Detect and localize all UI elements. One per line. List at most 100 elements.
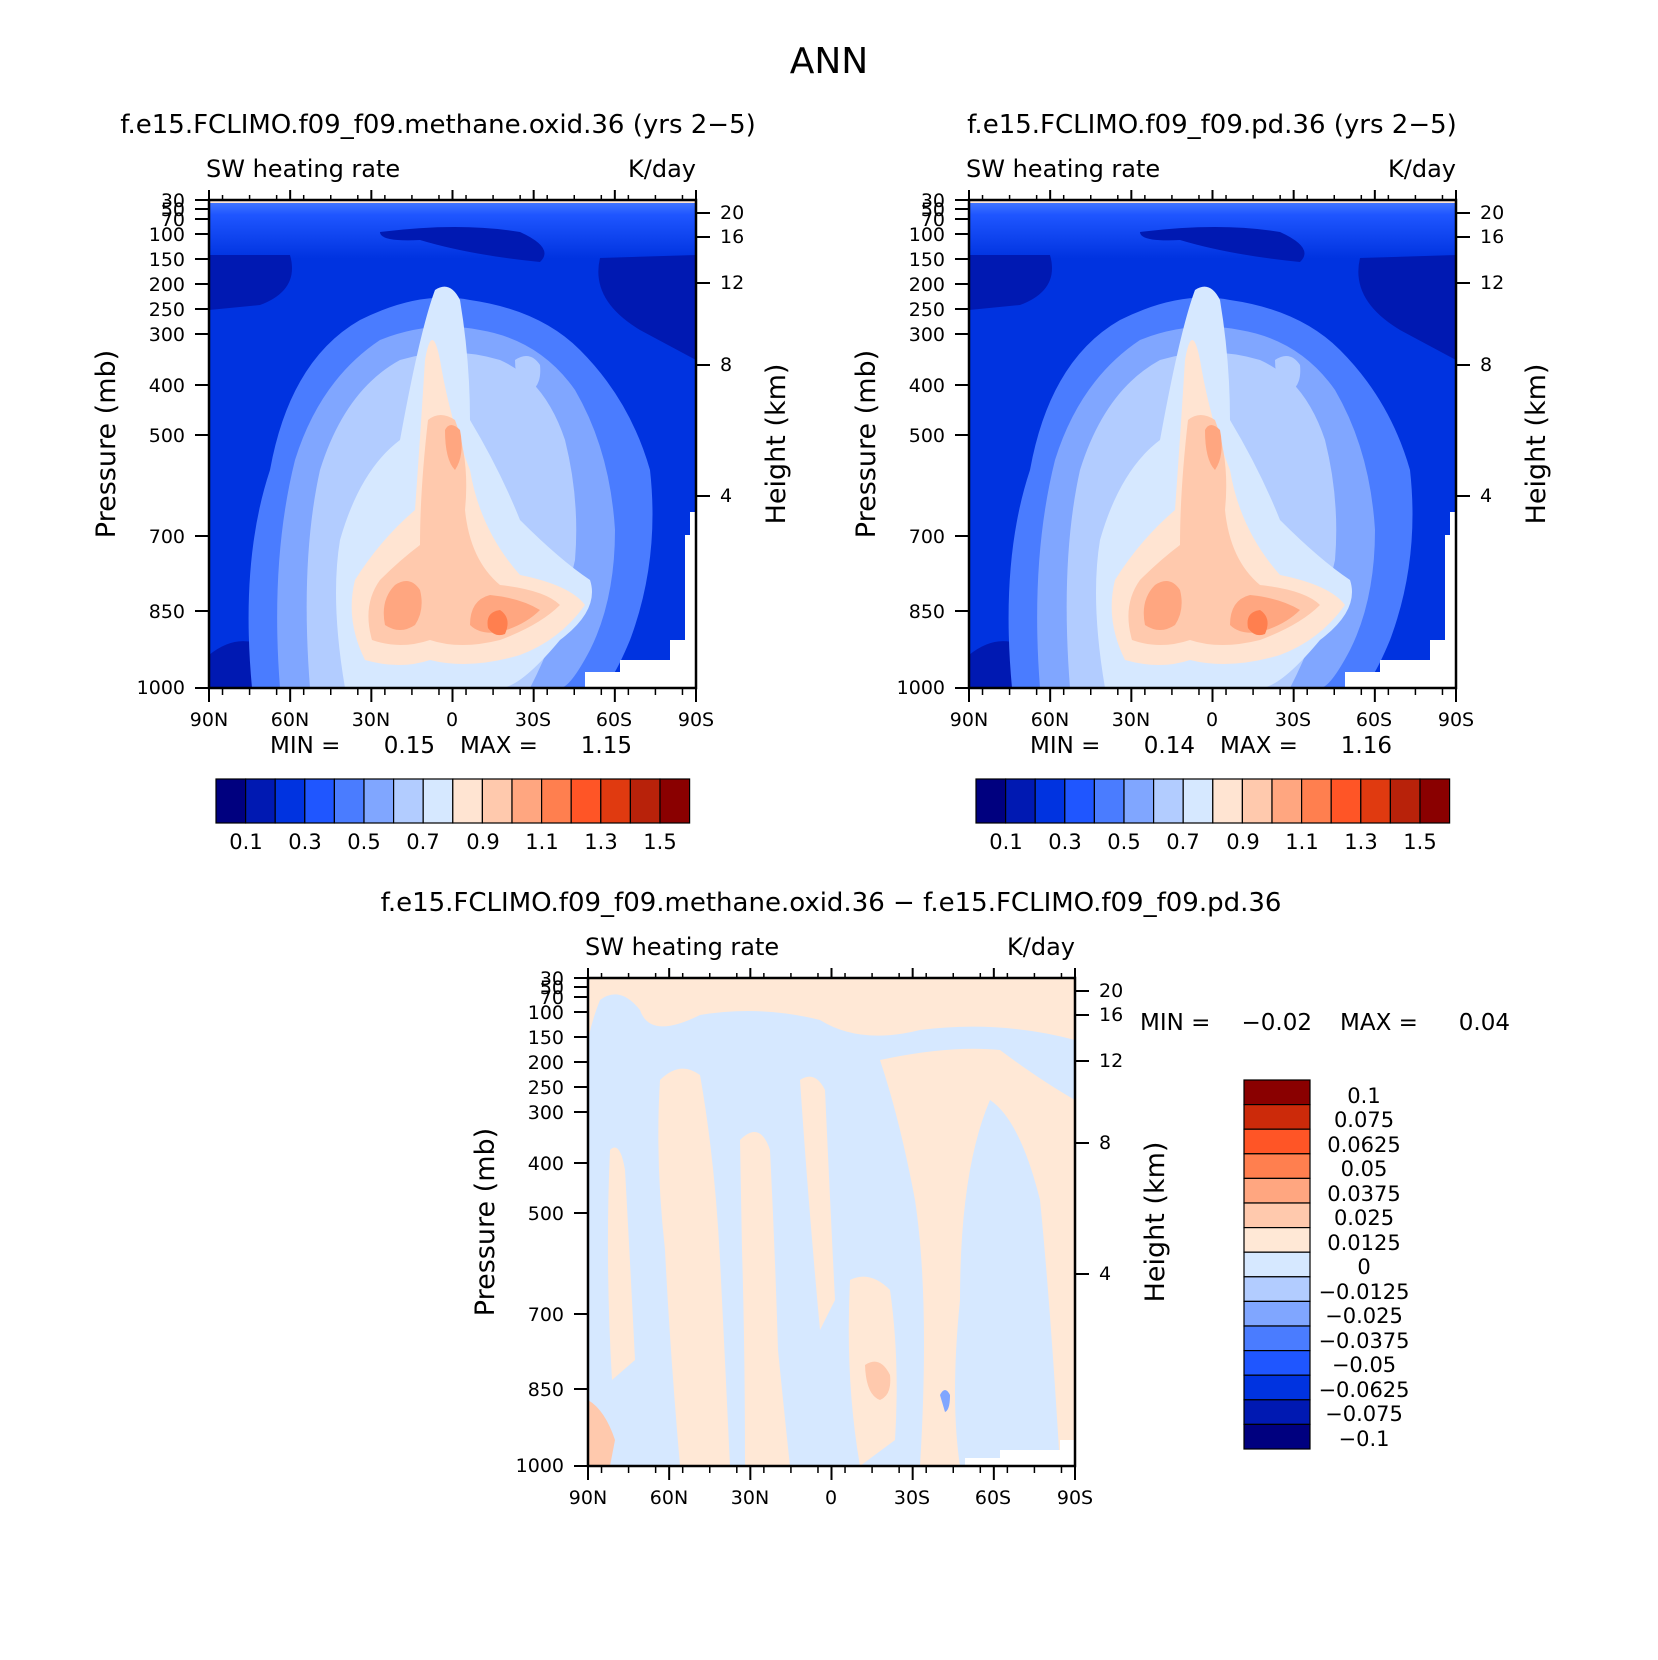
height-tick-label: 12 xyxy=(720,272,744,294)
height-tick-label: 4 xyxy=(720,485,732,507)
height-tick-label: 16 xyxy=(1480,226,1504,248)
colorbar-swatch xyxy=(600,778,631,824)
colorbar-label: 1.1 xyxy=(525,830,558,854)
panel-methane-oxid: f.e15.FCLIMO.f09_f09.methane.oxid.36 (yr… xyxy=(91,110,792,854)
colorbar-label: 1.5 xyxy=(1403,830,1436,854)
colorbar-swatch xyxy=(1330,778,1362,824)
colorbar-swatch xyxy=(452,778,483,824)
field-label: SW heating rate xyxy=(966,155,1160,183)
x-tick-label: 0 xyxy=(1206,709,1218,731)
x-tick-label: 90N xyxy=(950,709,988,731)
height-tick-label: 4 xyxy=(1480,485,1492,507)
x-tick-label: 60S xyxy=(975,1487,1011,1509)
field-label: SW heating rate xyxy=(585,933,779,961)
colorbar-label: 0.0125 xyxy=(1327,1231,1400,1255)
colorbar-label: 0.0375 xyxy=(1327,1182,1400,1206)
colorbar-swatch xyxy=(1243,1128,1311,1155)
colorbar-label: 0.7 xyxy=(406,830,439,854)
colorbar-swatch xyxy=(1212,778,1244,824)
colorbar-swatch xyxy=(481,778,513,824)
height-tick-label: 20 xyxy=(1480,202,1504,224)
min-value: 0.14 xyxy=(1144,733,1195,759)
colorbar-swatch xyxy=(1243,1226,1311,1253)
colorbar-label: 1.3 xyxy=(1344,830,1377,854)
x-tick-label: 90S xyxy=(1438,709,1474,731)
colorbar-label: −0.0375 xyxy=(1318,1329,1409,1353)
colorbar-label: 0.9 xyxy=(466,830,499,854)
y-tick-label: 70 xyxy=(161,209,185,231)
colorbar-swatch xyxy=(629,778,661,824)
y-axis-title: Pressure (mb) xyxy=(91,350,122,538)
colorbar-swatch xyxy=(1243,1177,1311,1204)
colorbar-label: 1.5 xyxy=(643,830,676,854)
y2-axis-title: Height (km) xyxy=(761,364,792,525)
x-tick-label: 60N xyxy=(271,709,309,731)
max-value: 1.16 xyxy=(1341,733,1392,759)
y-tick-label: 70 xyxy=(540,987,564,1009)
y-tick-label: 150 xyxy=(528,1027,564,1049)
y-tick-label: 850 xyxy=(528,1379,564,1401)
x-tick-label: 90S xyxy=(1057,1487,1093,1509)
colorbar-swatch xyxy=(975,778,1007,824)
axis-ticks xyxy=(574,968,1089,1480)
y-tick-label: 1000 xyxy=(897,677,945,699)
min-label: MIN = xyxy=(270,733,340,759)
x-tick-label: 30N xyxy=(352,709,390,731)
y-tick-label: 400 xyxy=(528,1153,564,1175)
colorbar-label: −0.0125 xyxy=(1318,1280,1409,1304)
colorbar-swatch xyxy=(1182,778,1214,824)
y-tick-label: 200 xyxy=(528,1052,564,1074)
height-tick-label: 12 xyxy=(1099,1050,1123,1072)
colorbar-label: 0.075 xyxy=(1334,1108,1394,1132)
colorbar-label: 0.025 xyxy=(1334,1206,1394,1230)
colorbar-label: 1.1 xyxy=(1285,830,1318,854)
y-tick-label: 400 xyxy=(149,375,185,397)
y-tick-label: 200 xyxy=(149,274,185,296)
axis-ticks xyxy=(195,190,710,702)
axis-ticks xyxy=(955,190,1470,702)
colorbar-swatch xyxy=(1243,1251,1311,1278)
field-label: SW heating rate xyxy=(206,155,400,183)
colorbar-label: −0.025 xyxy=(1325,1304,1403,1328)
x-tick-label: 90N xyxy=(190,709,228,731)
y-tick-label: 50 xyxy=(161,199,185,221)
colorbar-label: −0.075 xyxy=(1325,1402,1403,1426)
height-tick-label: 16 xyxy=(1099,1004,1123,1026)
max-value: 1.15 xyxy=(581,733,632,759)
y-tick-label: 300 xyxy=(528,1102,564,1124)
max-label: MAX = xyxy=(460,733,538,759)
y-tick-label: 700 xyxy=(149,526,185,548)
colorbar-swatch xyxy=(1243,1153,1311,1180)
y-tick-label: 100 xyxy=(149,224,185,246)
colorbar-swatch xyxy=(1243,1103,1311,1130)
y-tick-label: 50 xyxy=(921,199,945,221)
units-label: K/day xyxy=(1007,933,1075,961)
colorbar-swatch xyxy=(1300,778,1332,824)
colorbar-label: −0.05 xyxy=(1332,1353,1396,1377)
colorbar-swatch xyxy=(393,778,424,824)
colorbar-swatch xyxy=(1243,1374,1311,1401)
colorbar-swatch xyxy=(1152,778,1184,824)
page-title: ANN xyxy=(790,41,869,82)
colorbar-swatch xyxy=(1243,1349,1311,1376)
max-label: MAX = xyxy=(1340,1010,1418,1036)
y-tick-label: 250 xyxy=(528,1077,564,1099)
height-tick-label: 8 xyxy=(720,354,732,376)
height-tick-label: 4 xyxy=(1099,1263,1111,1285)
colorbar-swatch xyxy=(540,778,572,824)
y-tick-label: 100 xyxy=(909,224,945,246)
colorbar xyxy=(975,778,1451,824)
height-tick-label: 12 xyxy=(1480,272,1504,294)
y2-axis-title: Height (km) xyxy=(1140,1142,1171,1303)
y-tick-label: 300 xyxy=(149,324,185,346)
y-tick-label: 30 xyxy=(161,190,185,212)
height-tick-label: 16 xyxy=(720,226,744,248)
panel-title: f.e15.FCLIMO.f09_f09.methane.oxid.36 − f… xyxy=(381,888,1282,918)
x-tick-label: 30S xyxy=(515,709,551,731)
y-tick-label: 150 xyxy=(909,249,945,271)
units-label: K/day xyxy=(628,155,696,183)
colorbar-swatch xyxy=(1360,778,1392,824)
x-tick-label: 30N xyxy=(731,1487,769,1509)
colorbar-swatch xyxy=(570,778,602,824)
y-tick-label: 70 xyxy=(921,209,945,231)
